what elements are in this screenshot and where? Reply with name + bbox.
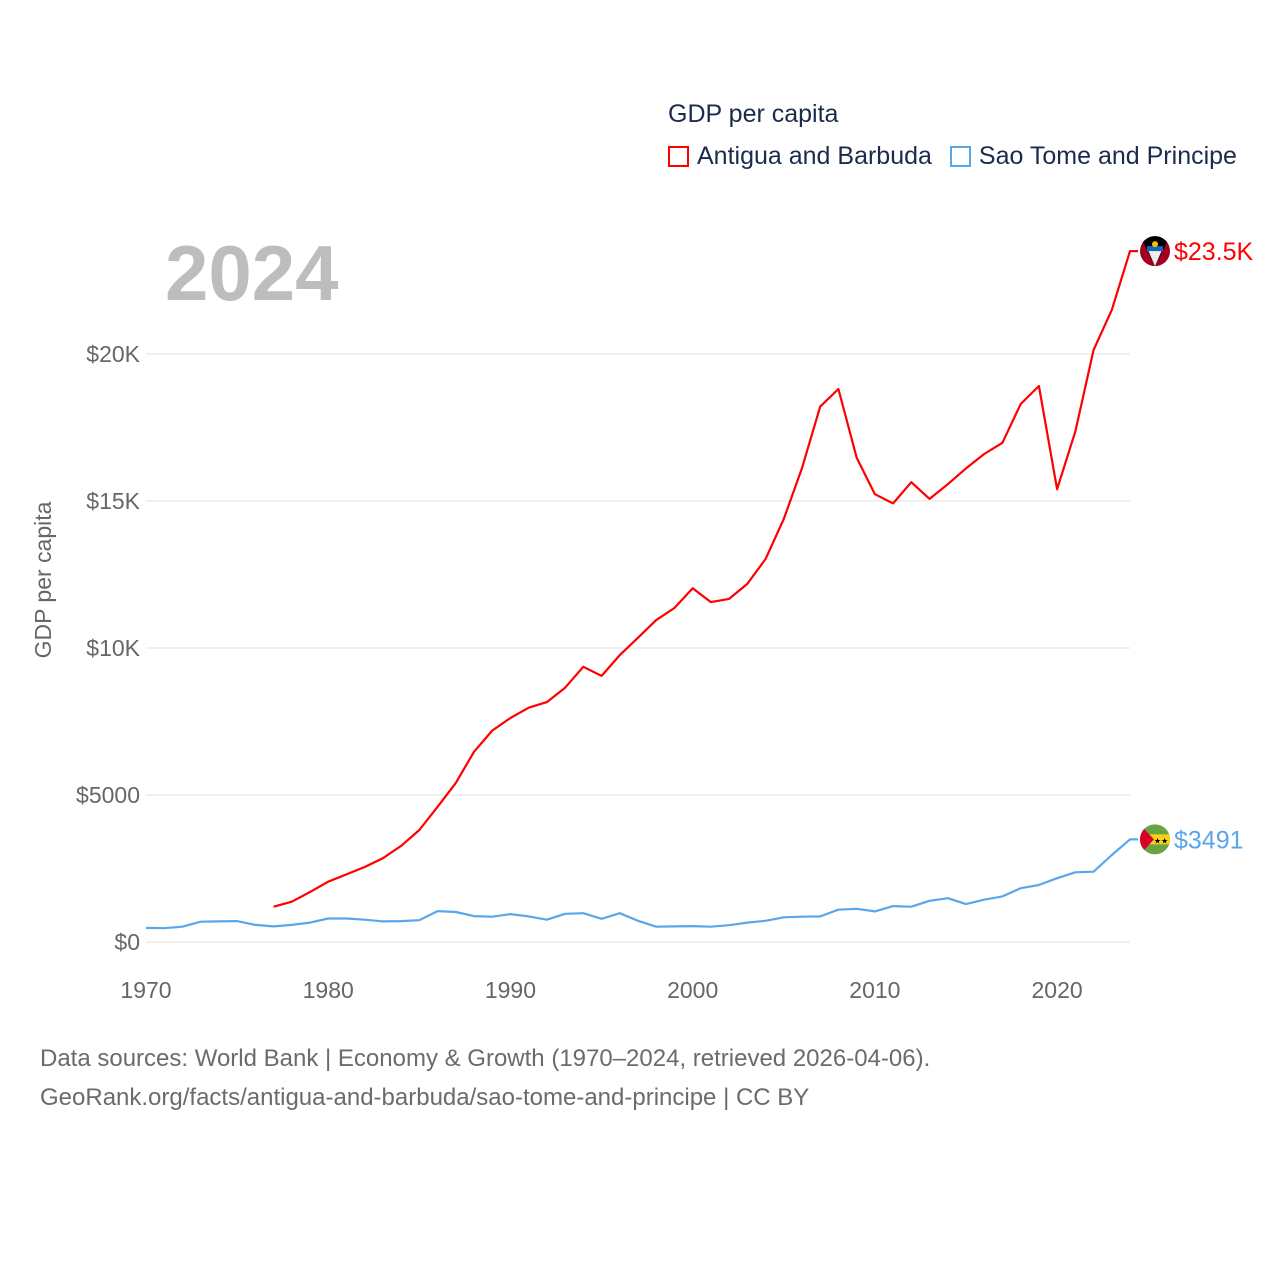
antigua-flag-icon bbox=[1140, 236, 1170, 267]
year-label: 2024 bbox=[165, 229, 339, 317]
flag-body: ★★ bbox=[1140, 824, 1170, 855]
footer-sources: Data sources: World Bank | Economy & Gro… bbox=[40, 1045, 931, 1072]
y-axis-title: GDP per capita bbox=[30, 501, 56, 658]
legend-item-antigua[interactable]: Antigua and Barbuda bbox=[668, 142, 932, 171]
y-tick-label: $20K bbox=[86, 341, 140, 367]
flag-stars: ★★ bbox=[1154, 836, 1168, 845]
line-chart: GDP per capita $0 $5000 $10K $15K $20K 1970 19… bbox=[30, 236, 1254, 1003]
legend-swatch bbox=[668, 146, 689, 167]
flag-red bbox=[1140, 824, 1154, 855]
legend-swatch bbox=[949, 146, 971, 167]
sao-tome-flag-icon: ★★ bbox=[1140, 824, 1170, 855]
x-tick-label: 1970 bbox=[120, 977, 171, 1003]
x-tick-label: 2000 bbox=[667, 977, 718, 1003]
series-line-0 bbox=[273, 250, 1138, 908]
y-tick-label: $0 bbox=[114, 929, 140, 955]
x-tick-label: 1980 bbox=[303, 977, 354, 1003]
end-value-label: $3491 bbox=[1174, 826, 1244, 854]
flag-sun bbox=[1152, 241, 1158, 248]
series-line-1 bbox=[145, 838, 1139, 930]
x-tick-label: 2020 bbox=[1032, 977, 1083, 1003]
x-tick-label: 2010 bbox=[849, 977, 900, 1003]
flag-body bbox=[1140, 236, 1170, 267]
legend-label: Antigua and Barbuda bbox=[697, 142, 932, 170]
footer-link[interactable]: GeoRank.org/facts/antigua-and-barbuda/sa… bbox=[40, 1084, 810, 1111]
y-tick-label: $5000 bbox=[76, 782, 140, 808]
flag-yellow bbox=[1140, 834, 1170, 845]
legend-label: Sao Tome and Principe bbox=[978, 142, 1237, 170]
end-value-label: $23.5K bbox=[1174, 238, 1254, 266]
legend-item-sao-tome[interactable]: Sao Tome and Principe bbox=[949, 142, 1237, 171]
x-tick-label: 1990 bbox=[485, 977, 536, 1003]
flag-white bbox=[1148, 250, 1162, 267]
legend-title: GDP per capita bbox=[668, 100, 839, 128]
y-tick-label: $15K bbox=[86, 488, 140, 514]
flag-blue bbox=[1147, 246, 1163, 252]
y-tick-label: $10K bbox=[86, 635, 140, 661]
legend: Antigua and Barbuda Sao Tome and Princip… bbox=[668, 142, 1255, 171]
